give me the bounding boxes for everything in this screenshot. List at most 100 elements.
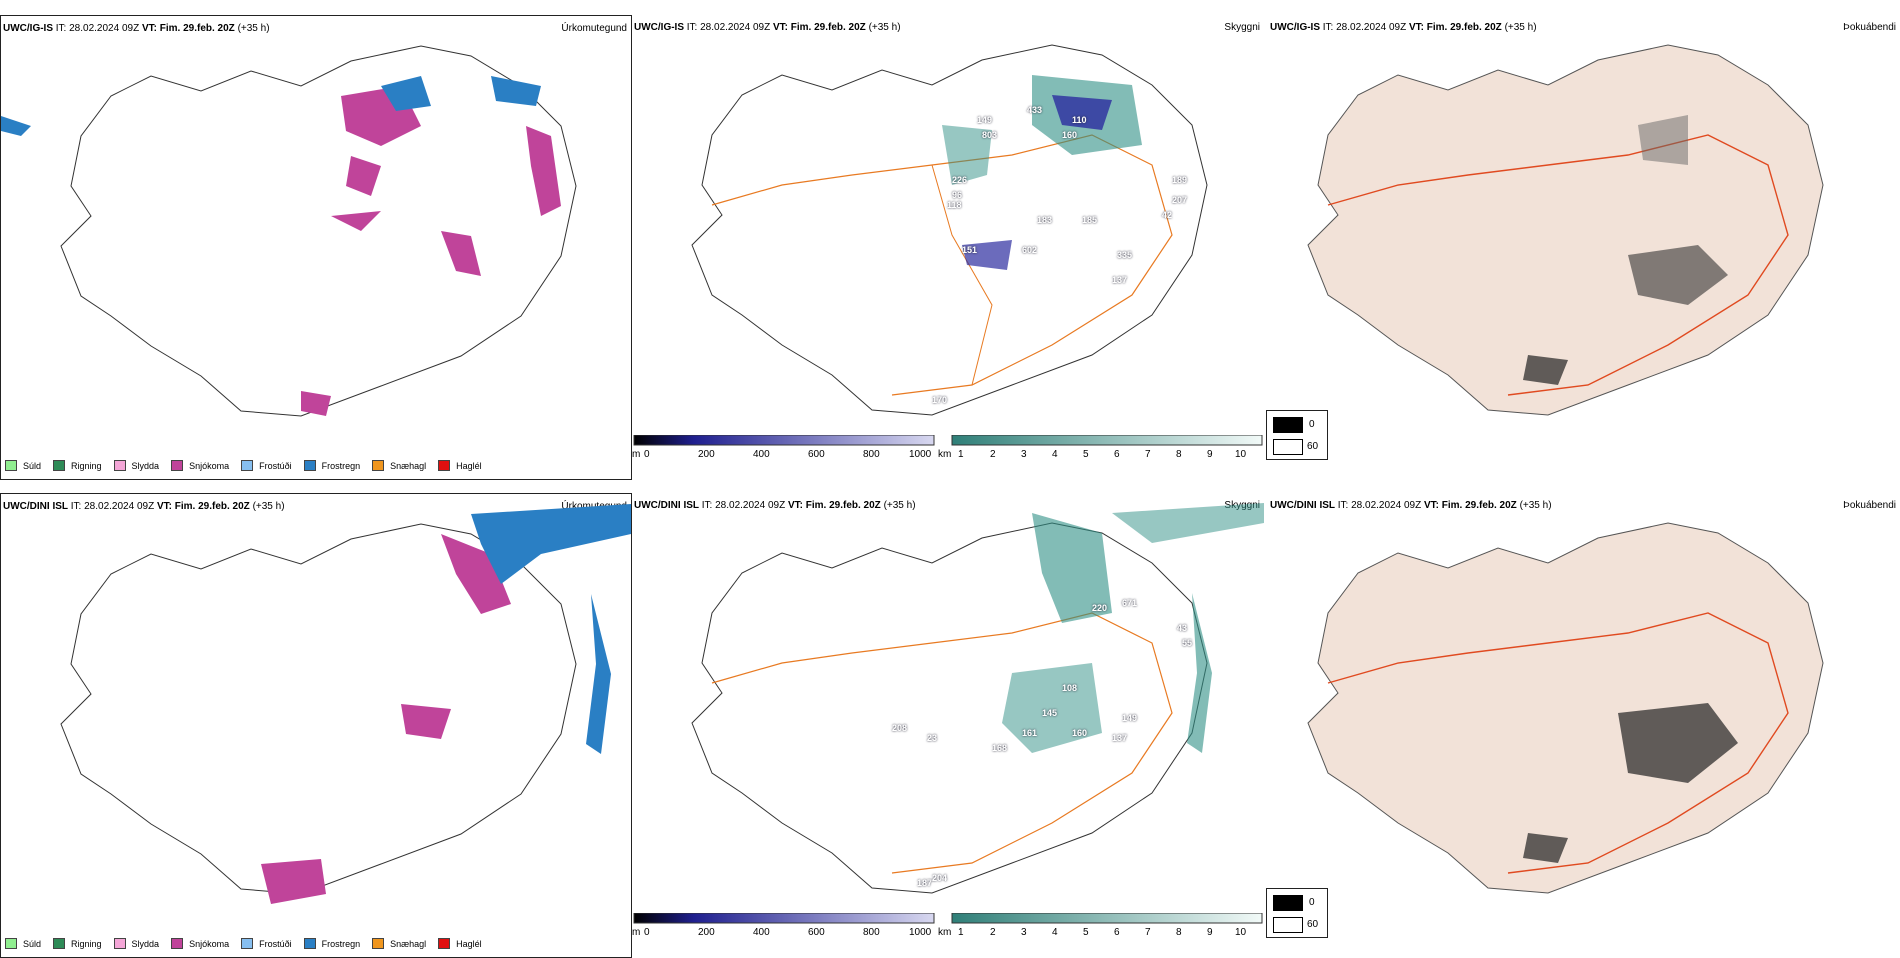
panel-header: UWC/DINI ISL IT: 28.02.2024 09Z VT: Fim.…: [634, 500, 916, 511]
visibility-colorbar: m 0 200 400 600 800 1000 km 1 2 3 4 5 6 …: [632, 435, 1264, 467]
tick-label: 10: [1235, 449, 1247, 460]
visibility-map: [691, 44, 1208, 416]
snow-area: [301, 391, 331, 416]
fog-area: [1638, 115, 1688, 165]
fog-legend-high-label: 0: [1309, 897, 1315, 908]
visibility-colorbar-bar: [633, 435, 1263, 446]
panel-header: UWC/IG-IS IT: 28.02.2024 09Z VT: Fim. 29…: [1270, 22, 1537, 33]
tick-label: 3: [1021, 927, 1027, 938]
precip-legend: Súld Rigning Slydda Snjókoma Frostúði Fr…: [5, 460, 494, 471]
snow-area: [261, 859, 326, 904]
tick-label: 800: [863, 449, 880, 460]
visibility-map: [691, 503, 1264, 894]
tick-label: 6: [1114, 927, 1120, 938]
tick-label: 1000: [909, 927, 932, 938]
legend-item: Snæhagl: [372, 460, 426, 471]
legend-item: Súld: [5, 460, 41, 471]
tick-label: 0: [644, 449, 650, 460]
low-vis-area: [1112, 503, 1264, 543]
tick-label: 600: [808, 927, 825, 938]
legend-item: Frostregn: [303, 938, 360, 949]
km-unit-label: km: [938, 449, 952, 460]
freezing-rain-area: [586, 594, 611, 754]
snow-area: [441, 534, 511, 614]
freezing-rain-area: [1, 116, 31, 136]
freezing-rain-area: [471, 504, 631, 584]
precip-legend: Súld Rigning Slydda Snjókoma Frostúði Fr…: [5, 938, 494, 949]
legend-item: Frostúði: [241, 938, 292, 949]
visibility-colorbar: m 0 200 400 600 800 1000 km 1 2 3 4 5 6 …: [632, 913, 1264, 945]
fog-legend-top: 0 60: [1266, 410, 1328, 460]
legend-item: Snæhagl: [372, 938, 426, 949]
fog-map: [1307, 522, 1824, 894]
tick-label: 9: [1207, 927, 1213, 938]
panel-title: Skyggni: [1224, 22, 1260, 33]
legend-item: Slydda: [113, 938, 159, 949]
precip-map: [1, 45, 577, 417]
tick-label: 9: [1207, 449, 1213, 460]
legend-item: Frostregn: [303, 460, 360, 471]
precip-map: [60, 504, 631, 904]
tick-label: 1: [958, 927, 964, 938]
fog-map: [1307, 44, 1824, 416]
m-unit-label: m: [632, 927, 641, 938]
precip-type-panel-top: UWC/IG-IS IT: 28.02.2024 09Z VT: Fim. 29…: [0, 15, 632, 480]
tick-label: 4: [1052, 449, 1058, 460]
tick-label: 200: [698, 449, 715, 460]
fog-area: [1523, 355, 1568, 385]
low-vis-area: [962, 240, 1012, 270]
tick-label: 5: [1083, 449, 1089, 460]
visibility-panel-top: UWC/IG-IS IT: 28.02.2024 09Z VT: Fim. 29…: [632, 15, 1264, 480]
tick-label: 2: [990, 449, 996, 460]
tick-label: 7: [1145, 449, 1151, 460]
legend-item: Frostúði: [241, 460, 292, 471]
legend-item: Rigning: [53, 460, 102, 471]
legend-item: Slydda: [113, 460, 159, 471]
fog-area: [1618, 703, 1738, 783]
panel-title: Þokuábendi: [1843, 500, 1896, 511]
road-network: [1327, 612, 1789, 874]
fog-legend-high-swatch: [1273, 895, 1303, 911]
fog-legend-bottom: 0 60: [1266, 888, 1328, 938]
fog-area: [1523, 833, 1568, 863]
precip-type-panel-bottom: UWC/DINI ISL IT: 28.02.2024 09Z VT: Fim.…: [0, 493, 632, 958]
tick-label: 1000: [909, 449, 932, 460]
iceland-outline: [60, 45, 577, 417]
tick-label: 400: [753, 449, 770, 460]
snow-area: [526, 126, 561, 216]
m-unit-label: m: [632, 449, 641, 460]
tick-label: 4: [1052, 927, 1058, 938]
fog-legend-low-label: 60: [1307, 441, 1319, 452]
low-vis-area: [1032, 513, 1112, 623]
tick-label: 7: [1145, 927, 1151, 938]
iceland-outline: [60, 523, 577, 895]
fog-area: [1628, 245, 1728, 305]
snow-area: [401, 704, 451, 739]
tick-label: 8: [1176, 449, 1182, 460]
low-vis-area: [1052, 95, 1112, 130]
tick-label: 0: [644, 927, 650, 938]
km-unit-label: km: [938, 927, 952, 938]
visibility-colorbar-bar: [633, 913, 1263, 924]
tick-label: 10: [1235, 927, 1247, 938]
tick-label: 1: [958, 449, 964, 460]
panel-title: Þokuábendi: [1843, 22, 1896, 33]
low-vis-area: [942, 125, 992, 185]
legend-item: Haglél: [438, 938, 482, 949]
low-vis-area: [1002, 663, 1102, 753]
tick-label: 6: [1114, 449, 1120, 460]
visibility-panel-bottom: UWC/DINI ISL IT: 28.02.2024 09Z VT: Fim.…: [632, 493, 1264, 958]
tick-label: 5: [1083, 927, 1089, 938]
iceland-land: [1307, 522, 1824, 894]
panel-header: UWC/IG-IS IT: 28.02.2024 09Z VT: Fim. 29…: [3, 23, 270, 34]
fog-legend-low-swatch: [1273, 917, 1303, 933]
fog-legend-high-swatch: [1273, 417, 1303, 433]
snow-area: [441, 231, 481, 276]
road-network: [711, 134, 1173, 396]
legend-item: Rigning: [53, 938, 102, 949]
legend-item: Súld: [5, 938, 41, 949]
panel-header: UWC/DINI ISL IT: 28.02.2024 09Z VT: Fim.…: [1270, 500, 1552, 511]
legend-item: Snjókoma: [171, 460, 229, 471]
fog-panel-bottom: UWC/DINI ISL IT: 28.02.2024 09Z VT: Fim.…: [1268, 493, 1900, 958]
legend-item: Haglél: [438, 460, 482, 471]
